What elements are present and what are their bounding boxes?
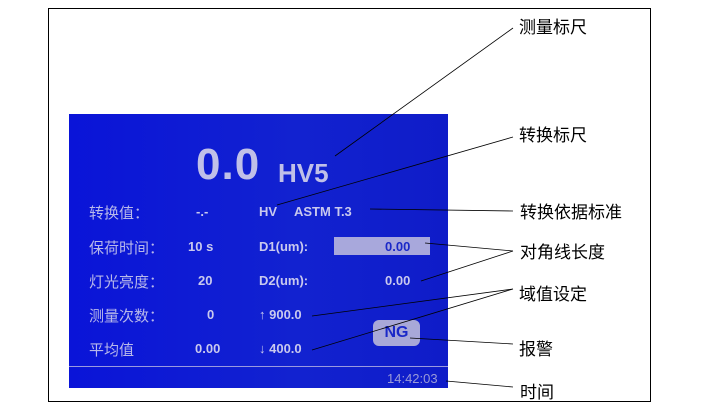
hardness-unit: HV5 — [278, 158, 329, 188]
brightness-label: 灯光亮度： — [89, 274, 165, 291]
brightness-value: 20 — [198, 273, 213, 288]
annotation-threshold-setting: 域值设定 — [519, 285, 587, 305]
leader-convert-scale — [276, 136, 514, 206]
average-label: 平均值 — [89, 342, 135, 359]
upper-limit: ↑ 900.0 — [259, 307, 302, 322]
conversion-value-label: 转换值： — [89, 205, 150, 222]
d1-label: D1(um): — [259, 239, 309, 254]
annotation-convert-scale: 转换标尺 — [519, 126, 587, 146]
d1-value: 0.00 — [385, 239, 411, 254]
status-divider — [69, 366, 448, 367]
average-value: 0.00 — [195, 341, 221, 356]
conversion-standard: ASTM T.3 — [294, 204, 352, 219]
lower-limit: ↓ 400.0 — [259, 341, 302, 356]
conversion-scale: HV — [259, 204, 278, 219]
d2-label: D2(um): — [259, 273, 309, 288]
hold-time-value: 10 s — [188, 239, 214, 254]
measure-count-label: 测量次数： — [89, 308, 165, 325]
leader-diagonal-d2 — [420, 250, 514, 282]
d1-field — [334, 237, 430, 255]
clock: 14:42:03 — [387, 371, 438, 386]
leader-threshold-upper — [311, 288, 514, 317]
annotation-time: 时间 — [520, 383, 554, 403]
leader-time — [445, 380, 514, 388]
alarm-badge: NG — [373, 320, 420, 346]
hardness-value: 0.0 — [196, 140, 261, 189]
annotation-alarm: 报警 — [519, 340, 553, 360]
annotation-measure-scale: 测量标尺 — [519, 18, 587, 38]
leader-threshold-lower — [311, 288, 514, 351]
diagram-frame — [48, 8, 651, 402]
d2-value: 0.00 — [385, 273, 411, 288]
annotation-diagonal-length: 对角线长度 — [520, 243, 605, 263]
hold-time-label: 保荷时间： — [89, 240, 165, 257]
conversion-value: -.- — [196, 204, 209, 219]
leader-measure-scale — [334, 27, 514, 157]
annotation-convert-standard: 转换依据标准 — [520, 203, 622, 223]
leader-alarm — [409, 337, 514, 345]
leader-convert-standard — [369, 208, 514, 212]
measure-count-value: 0 — [207, 307, 215, 322]
leader-diagonal-d1 — [424, 242, 514, 252]
